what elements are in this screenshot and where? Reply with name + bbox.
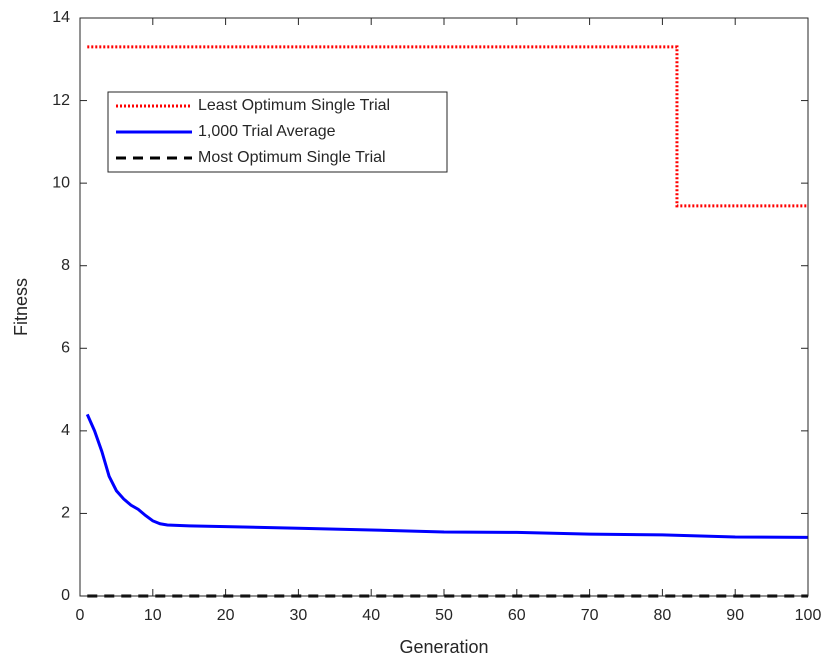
x-tick-label: 50 (435, 607, 453, 624)
y-tick-label: 6 (61, 340, 70, 357)
y-tick-label: 2 (61, 505, 70, 522)
x-tick-label: 30 (290, 607, 308, 624)
series-line (87, 45, 808, 208)
x-tick-label: 10 (144, 607, 162, 624)
x-tick-label: 80 (654, 607, 672, 624)
x-tick-label: 0 (76, 607, 85, 624)
y-tick-label: 4 (61, 422, 70, 439)
x-tick-label: 100 (795, 607, 822, 624)
legend-label: 1,000 Trial Average (198, 123, 336, 140)
legend-label: Least Optimum Single Trial (198, 97, 390, 114)
y-axis-label: Fitness (11, 278, 31, 336)
legend-label: Most Optimum Single Trial (198, 149, 386, 166)
series-line (85, 413, 809, 539)
y-tick-label: 14 (52, 9, 70, 26)
y-tick-label: 8 (61, 257, 70, 274)
x-axis-label: Generation (399, 637, 488, 657)
x-tick-label: 40 (362, 607, 380, 624)
x-tick-label: 70 (581, 607, 599, 624)
x-tick-label: 20 (217, 607, 235, 624)
x-tick-label: 90 (726, 607, 744, 624)
y-tick-label: 12 (52, 92, 70, 109)
y-tick-label: 0 (61, 587, 70, 604)
plot-frame (79, 17, 809, 597)
y-tick-label: 10 (52, 174, 70, 191)
x-tick-label: 60 (508, 607, 526, 624)
